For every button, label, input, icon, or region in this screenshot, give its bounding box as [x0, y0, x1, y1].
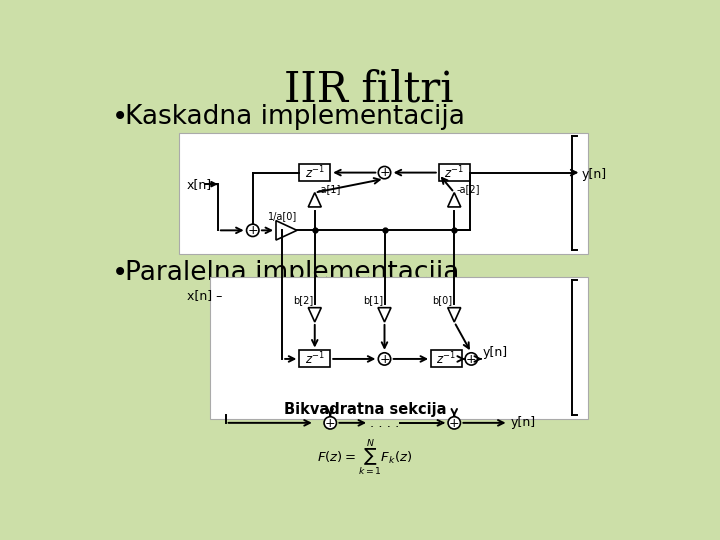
Text: y[n]: y[n]	[482, 346, 508, 359]
Text: . . . .: . . . .	[370, 417, 399, 430]
Circle shape	[324, 417, 336, 429]
Text: x[n]: x[n]	[187, 178, 212, 191]
Text: Paralelna implementacija: Paralelna implementacija	[125, 260, 459, 286]
Text: •: •	[112, 103, 128, 131]
Text: y[n]: y[n]	[510, 416, 536, 429]
Text: 1/a[0]: 1/a[0]	[268, 212, 297, 221]
Circle shape	[246, 224, 259, 237]
Text: IIR filtri: IIR filtri	[284, 69, 454, 111]
Text: Kaskadna implementacija: Kaskadna implementacija	[125, 104, 464, 130]
Circle shape	[378, 166, 391, 179]
Text: •: •	[112, 259, 128, 287]
Text: +: +	[248, 224, 258, 237]
Text: $z^{-1}$: $z^{-1}$	[305, 350, 325, 367]
Text: $F(z) = \sum_{k=1}^{N} F_k(z)$: $F(z) = \sum_{k=1}^{N} F_k(z)$	[318, 437, 413, 478]
Circle shape	[448, 417, 461, 429]
FancyBboxPatch shape	[300, 164, 330, 181]
Text: b[0]: b[0]	[433, 295, 453, 306]
Text: +: +	[325, 417, 336, 430]
Text: $z^{-1}$: $z^{-1}$	[444, 164, 464, 181]
Text: x[n] –: x[n] –	[187, 289, 222, 302]
Text: -a[1]: -a[1]	[317, 185, 341, 194]
Polygon shape	[378, 308, 391, 322]
FancyBboxPatch shape	[300, 350, 330, 367]
Text: +: +	[379, 166, 390, 179]
Text: +: +	[449, 417, 459, 430]
Polygon shape	[308, 308, 321, 322]
Text: b[1]: b[1]	[363, 295, 383, 306]
Text: +: +	[466, 353, 477, 366]
Polygon shape	[308, 193, 321, 207]
Text: $z^{-1}$: $z^{-1}$	[436, 350, 456, 367]
Polygon shape	[448, 308, 461, 322]
Circle shape	[465, 353, 477, 365]
FancyBboxPatch shape	[431, 350, 462, 367]
Text: +: +	[379, 353, 390, 366]
FancyBboxPatch shape	[179, 132, 588, 254]
Text: y[n]: y[n]	[582, 167, 607, 181]
FancyBboxPatch shape	[438, 164, 469, 181]
Text: -a[2]: -a[2]	[456, 185, 480, 194]
Text: Bikvadratna sekcija: Bikvadratna sekcija	[284, 402, 446, 417]
Polygon shape	[448, 193, 461, 207]
Text: b[2]: b[2]	[293, 295, 313, 306]
Text: $z^{-1}$: $z^{-1}$	[305, 164, 325, 181]
Circle shape	[378, 353, 391, 365]
FancyBboxPatch shape	[210, 276, 588, 419]
Polygon shape	[276, 221, 297, 240]
